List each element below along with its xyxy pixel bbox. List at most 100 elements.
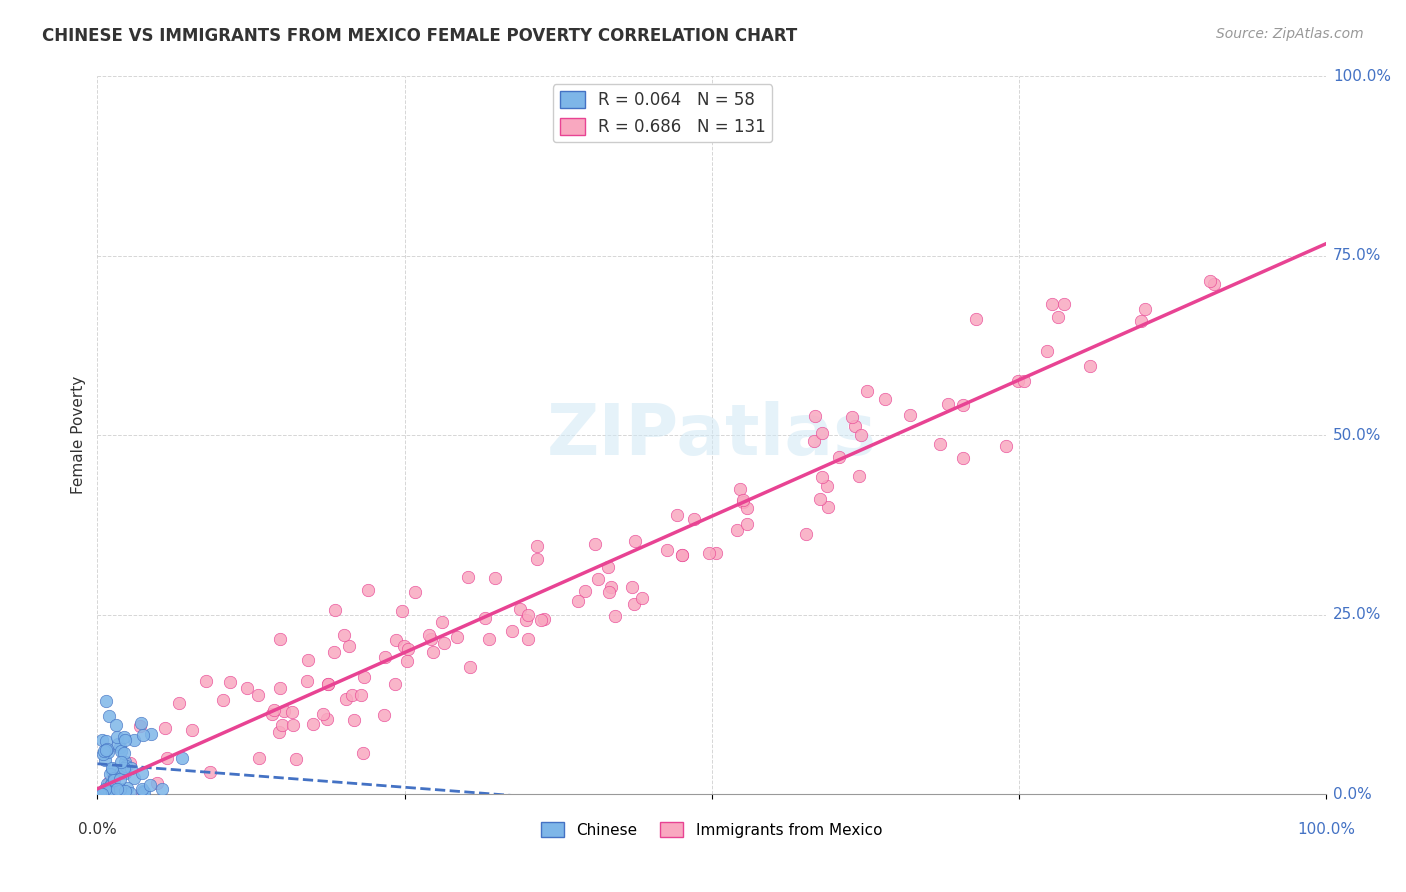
Point: [129, 719, 152, 733]
Point: [811, 469, 834, 483]
Text: 0.0%: 0.0%: [77, 822, 117, 837]
Point: [114, 784, 136, 798]
Point: [478, 632, 501, 646]
Point: [112, 761, 135, 775]
Point: [141, 727, 163, 741]
Point: [94, 753, 117, 767]
Point: [89, 786, 111, 800]
Point: [269, 632, 291, 646]
Point: [132, 728, 155, 742]
Point: [90, 733, 112, 747]
Point: [103, 772, 125, 786]
Point: [501, 624, 523, 638]
Point: [132, 784, 155, 798]
Point: [97, 785, 120, 799]
Point: [198, 764, 221, 779]
Text: 75.0%: 75.0%: [1333, 248, 1381, 263]
Point: [114, 766, 136, 780]
Point: [247, 688, 270, 702]
Point: [323, 645, 346, 659]
Point: [856, 384, 879, 398]
Point: [391, 604, 413, 618]
Point: [285, 751, 308, 765]
Point: [97, 709, 120, 723]
Point: [1078, 359, 1101, 374]
Point: [737, 501, 759, 516]
Point: [630, 591, 652, 606]
Point: [90, 787, 112, 801]
Text: 0.0%: 0.0%: [1333, 787, 1372, 802]
Point: [155, 751, 177, 765]
Point: [100, 766, 122, 780]
Point: [112, 746, 135, 760]
Point: [828, 450, 851, 464]
Point: [1133, 301, 1156, 316]
Point: [100, 778, 122, 792]
Point: [120, 761, 142, 775]
Point: [697, 546, 720, 560]
Point: [134, 784, 156, 798]
Point: [316, 676, 339, 690]
Point: [269, 725, 291, 739]
Point: [385, 632, 408, 647]
Point: [114, 733, 136, 747]
Point: [665, 508, 688, 522]
Text: Source: ZipAtlas.com: Source: ZipAtlas.com: [1216, 27, 1364, 41]
Point: [118, 756, 141, 770]
Point: [131, 782, 153, 797]
Point: [94, 694, 117, 708]
Point: [297, 674, 319, 689]
Point: [131, 765, 153, 780]
Point: [107, 782, 129, 797]
Point: [928, 437, 950, 451]
Point: [810, 491, 832, 506]
Point: [103, 787, 125, 801]
Point: [96, 734, 118, 748]
Text: 100.0%: 100.0%: [1333, 69, 1391, 84]
Point: [811, 425, 834, 440]
Point: [139, 778, 162, 792]
Point: [526, 539, 548, 553]
Point: [312, 706, 335, 721]
Point: [583, 537, 606, 551]
Point: [96, 776, 118, 790]
Point: [112, 730, 135, 744]
Point: [110, 744, 132, 758]
Point: [352, 746, 374, 760]
Point: [169, 697, 191, 711]
Point: [219, 674, 242, 689]
Point: [236, 681, 259, 695]
Point: [297, 653, 319, 667]
Point: [108, 739, 131, 754]
Point: [404, 585, 426, 599]
Point: [100, 761, 122, 775]
Point: [350, 689, 373, 703]
Point: [181, 723, 204, 737]
Point: [898, 408, 921, 422]
Point: [516, 607, 538, 622]
Point: [683, 512, 706, 526]
Point: [509, 602, 531, 616]
Point: [91, 747, 114, 762]
Point: [384, 677, 406, 691]
Point: [337, 640, 360, 654]
Point: [815, 479, 838, 493]
Point: [567, 594, 589, 608]
Point: [620, 580, 643, 594]
Point: [817, 500, 839, 515]
Point: [194, 674, 217, 689]
Point: [96, 742, 118, 756]
Point: [107, 737, 129, 751]
Point: [146, 776, 169, 790]
Point: [131, 716, 153, 731]
Point: [129, 787, 152, 801]
Point: [446, 630, 468, 644]
Point: [271, 718, 294, 732]
Point: [1014, 374, 1036, 388]
Point: [103, 773, 125, 788]
Text: 25.0%: 25.0%: [1333, 607, 1381, 622]
Point: [110, 772, 132, 786]
Point: [1036, 343, 1059, 358]
Point: [849, 427, 872, 442]
Point: [100, 764, 122, 779]
